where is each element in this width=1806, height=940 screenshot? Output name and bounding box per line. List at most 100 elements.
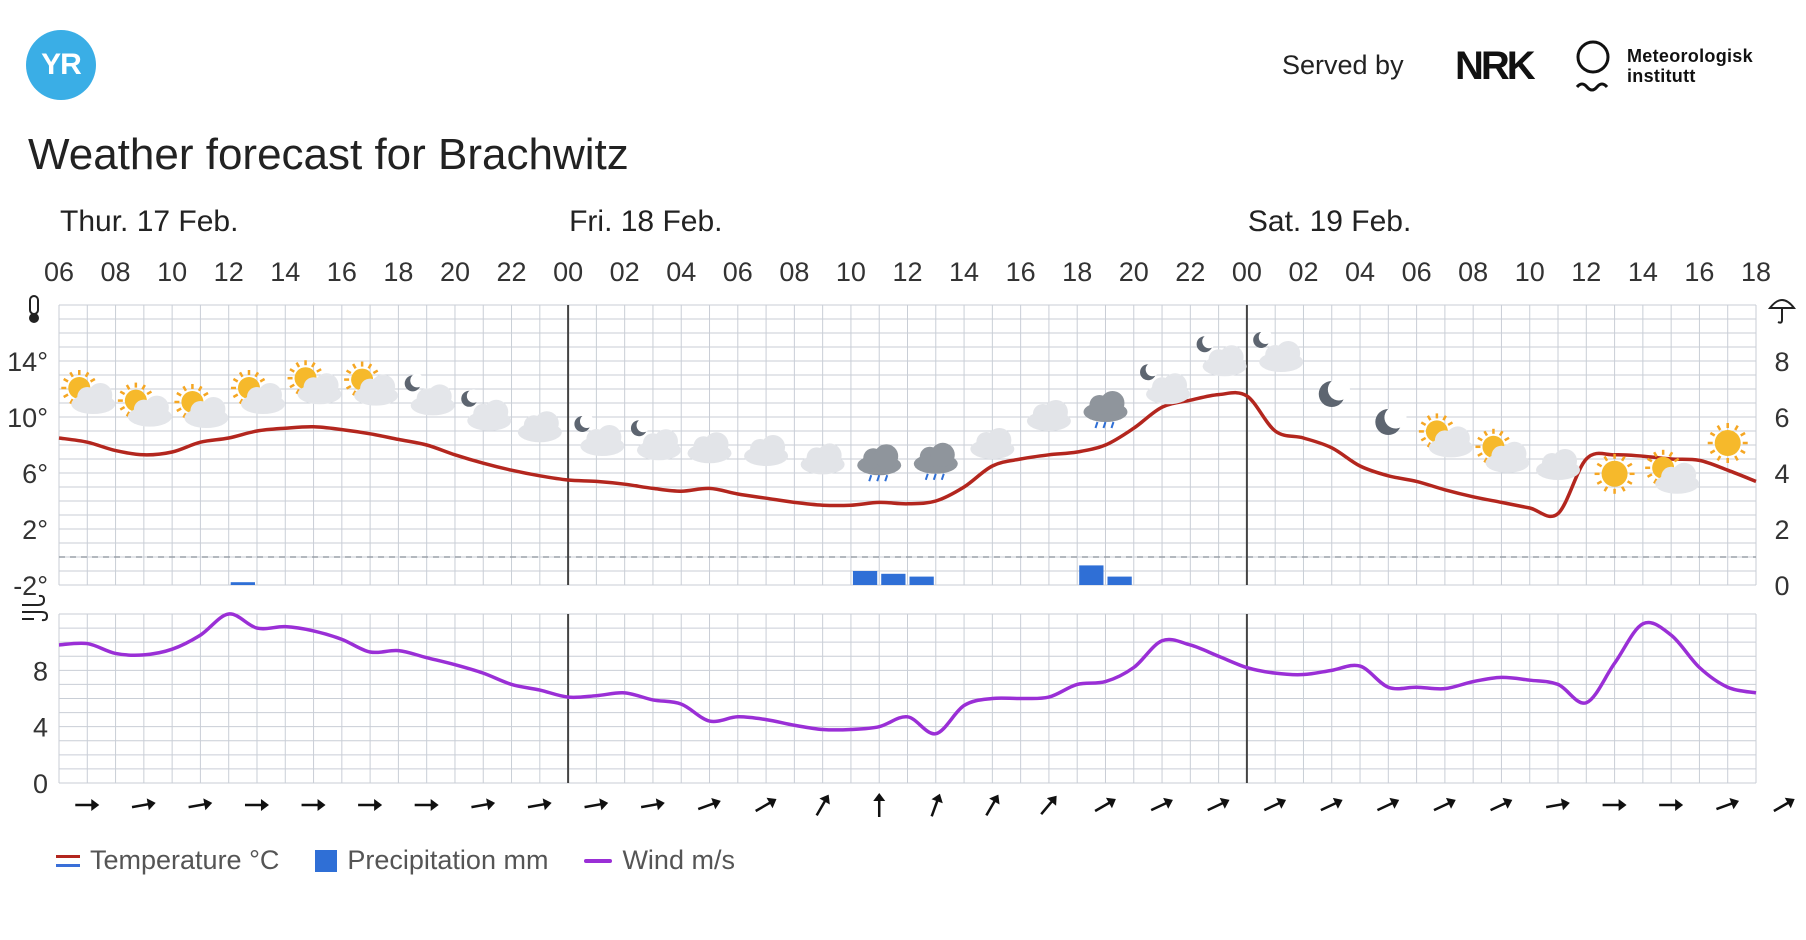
precipitation-bar: [909, 576, 934, 585]
hour-tick-label: 16: [327, 257, 357, 287]
wind-direction-arrow: [584, 798, 609, 811]
wind-direction-arrow: [1773, 797, 1795, 813]
temperature-tick-label: 2°: [22, 515, 48, 545]
temperature-tick-label: 14°: [7, 347, 48, 377]
sun-icon: [1707, 423, 1748, 463]
wind-direction-arrow: [414, 799, 439, 811]
hour-tick-label: 04: [666, 257, 696, 287]
partly-cloudy-night-icon: [1196, 334, 1247, 377]
cloud-icon: [744, 435, 789, 466]
day-label: Thur. 17 Feb.: [60, 205, 238, 238]
partly-cloudy-day-icon: [1475, 428, 1530, 473]
wind-direction-arrow: [815, 794, 830, 817]
partly-cloudy-night-icon: [1140, 362, 1191, 405]
wind-direction-arrow: [1094, 797, 1116, 813]
wind-direction-arrow: [1150, 797, 1173, 812]
precipitation-bar: [230, 582, 255, 585]
precipitation-tick-label: 6: [1774, 403, 1789, 433]
page-title: Weather forecast for Brachwitz: [28, 130, 629, 179]
wind-direction-arrow: [244, 799, 269, 811]
hour-tick-label: 12: [214, 257, 244, 287]
partly-cloudy-day-icon: [174, 384, 229, 428]
hour-tick-label: 22: [1175, 257, 1205, 287]
hour-tick-label: 14: [270, 257, 300, 287]
met-logo-text[interactable]: Meteorologisk institutt: [1627, 46, 1753, 86]
wind-line: [58, 612, 1757, 736]
met-line2: institutt: [1627, 66, 1696, 86]
sun-icon: [1594, 453, 1635, 494]
hour-tick-label: 18: [1062, 257, 1092, 287]
partly-cloudy-day-icon: [1418, 413, 1473, 458]
hour-tick-label: 04: [1345, 257, 1375, 287]
wind-direction-arrow: [358, 799, 383, 811]
wind-icon: [22, 594, 49, 622]
met-line1: Meteorologisk: [1627, 46, 1753, 66]
hour-tick-label: 20: [1119, 257, 1149, 287]
wind-direction-arrow: [985, 794, 1000, 817]
nrk-logo[interactable]: NRK: [1455, 44, 1536, 89]
hour-tick-label: 14: [949, 257, 979, 287]
wind-direction-arrow: [640, 798, 665, 811]
wind-direction-arrow: [697, 797, 721, 811]
partly-cloudy-night-icon: [630, 418, 681, 461]
partly-cloudy-day-icon: [287, 360, 342, 405]
wind-direction-arrow: [1490, 797, 1513, 812]
day-label: Fri. 18 Feb.: [569, 205, 722, 238]
wind-tick-label: 0: [33, 769, 48, 799]
partly-cloudy-day-icon: [61, 370, 116, 414]
partly-cloudy-night-icon: [404, 373, 455, 416]
hour-tick-label: 08: [1458, 257, 1488, 287]
legend-wind-swatch: [584, 858, 613, 863]
wind-direction-arrow: [188, 798, 213, 811]
legend-temperature: Temperature °C: [56, 845, 279, 876]
cloud-icon: [1026, 400, 1071, 431]
wind-direction-arrow: [75, 799, 100, 811]
wind-direction-arrow: [131, 798, 156, 811]
wind-direction-arrow: [527, 798, 552, 811]
wind-direction-arrow: [301, 799, 326, 811]
thermometer-icon: [29, 295, 39, 323]
hour-tick-label: 12: [892, 257, 922, 287]
hour-tick-label: 20: [440, 257, 470, 287]
hour-tick-label: 00: [1232, 257, 1262, 287]
cloud-icon: [800, 443, 845, 475]
yr-logo[interactable]: YR: [26, 30, 96, 100]
yr-logo-text: YR: [41, 48, 82, 81]
hour-tick-label: 02: [610, 257, 640, 287]
precipitation-tick-label: 2: [1774, 515, 1789, 545]
wind-direction-arrow: [1263, 797, 1287, 812]
rain-cloud-icon: [913, 442, 958, 481]
wind-direction-arrow: [1040, 795, 1057, 815]
hour-tick-label: 08: [779, 257, 809, 287]
wind-direction-arrow: [1716, 797, 1739, 811]
legend-wind-label: Wind m/s: [622, 845, 735, 875]
umbrella-icon: [1767, 299, 1797, 324]
cloud-icon: [687, 432, 732, 464]
hour-tick-label: 08: [101, 257, 131, 287]
precipitation-bar: [852, 571, 878, 585]
precipitation-tick-label: 8: [1774, 347, 1789, 377]
wind-direction-arrow: [1207, 797, 1230, 812]
precipitation-tick-label: 0: [1774, 571, 1789, 601]
cloud-icon: [1536, 449, 1581, 480]
wind-tick-label: 8: [33, 656, 48, 686]
wind-direction-arrow: [1376, 797, 1400, 812]
wind-direction-arrow: [1433, 797, 1456, 812]
precipitation-bar: [881, 573, 906, 585]
rain-cloud-icon: [1083, 391, 1128, 429]
partly-cloudy-night-icon: [461, 389, 512, 431]
partly-cloudy-day-icon: [117, 382, 172, 427]
hour-tick-label: 18: [383, 257, 413, 287]
cloud-icon: [517, 411, 562, 443]
hour-tick-label: 00: [553, 257, 583, 287]
partly-cloudy-day-icon: [1645, 449, 1700, 494]
hour-tick-label: 10: [157, 257, 187, 287]
precipitation-tick-label: 4: [1774, 459, 1789, 489]
moon-icon: [1375, 406, 1407, 435]
legend-wind: Wind m/s: [584, 845, 735, 876]
precipitation-bar: [1107, 576, 1132, 585]
wind-direction-arrow: [755, 797, 777, 813]
legend-precipitation-swatch: [315, 849, 338, 872]
rain-cloud-icon: [857, 444, 902, 482]
